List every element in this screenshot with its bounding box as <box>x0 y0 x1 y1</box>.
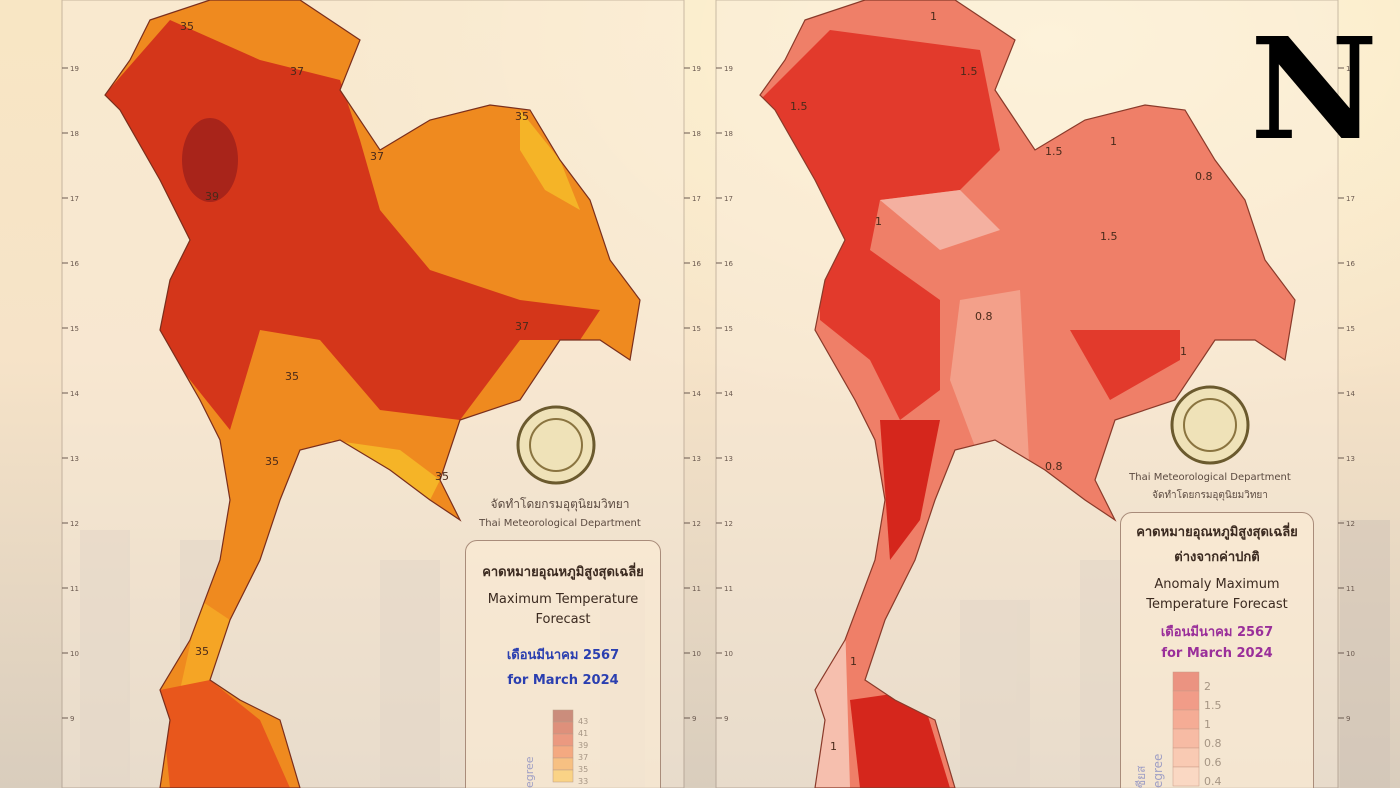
title-en: Anomaly Maximum <box>1154 577 1280 592</box>
lat-label: 19 <box>70 65 79 73</box>
lat-label: 9 <box>692 715 696 723</box>
lat-label: 17 <box>1346 195 1355 203</box>
contour-label: 0.8 <box>1195 170 1213 183</box>
lat-label: 11 <box>70 585 79 593</box>
contour-label: 39 <box>205 190 219 203</box>
title-th: คาดหมายอุณหภูมิสูงสุดเฉลี่ย <box>482 565 644 580</box>
lat-label: 19 <box>724 65 733 73</box>
lat-label: 13 <box>724 455 733 463</box>
brand-logo: N <box>1250 8 1378 172</box>
lat-label: 13 <box>1346 455 1355 463</box>
credit-th: จัดทำโดยกรมอุตุนิยมวิทยา <box>490 497 630 511</box>
lat-label: 9 <box>1346 715 1350 723</box>
contour-label: 35 <box>435 470 449 483</box>
lat-label: 15 <box>70 325 79 333</box>
contour-label: 37 <box>290 65 304 78</box>
lat-label: 15 <box>1346 325 1355 333</box>
lat-label: 17 <box>70 195 79 203</box>
contour-label: 35 <box>195 645 209 658</box>
contour-label: 35 <box>180 20 194 33</box>
lat-label: 17 <box>724 195 733 203</box>
contour-label: 1 <box>850 655 857 668</box>
lat-label: 16 <box>692 260 701 268</box>
month-en: for March 2024 <box>507 673 619 688</box>
lat-label: 14 <box>724 390 733 398</box>
lat-label: 18 <box>70 130 79 138</box>
contour-label: 37 <box>370 150 384 163</box>
lat-label: 16 <box>724 260 733 268</box>
lat-label: 13 <box>692 455 701 463</box>
lat-label: 14 <box>70 390 79 398</box>
contour-label: 35 <box>265 455 279 468</box>
lat-label: 16 <box>1346 260 1355 268</box>
contour-label: 35 <box>515 110 529 123</box>
contour-label: 1 <box>875 215 882 228</box>
credit-en: Thai Meteorological Department <box>479 518 641 529</box>
lat-label: 19 <box>1346 65 1355 73</box>
month-th: เดือนมีนาคม 2567 <box>1160 625 1274 640</box>
lat-label: 9 <box>70 715 74 723</box>
lat-label: 15 <box>692 325 701 333</box>
contour-label: 1 <box>930 10 937 23</box>
contour-label: 1.5 <box>790 100 808 113</box>
contour-label: 0.8 <box>1045 460 1063 473</box>
title-th: ต่างจากค่าปกติ <box>1174 550 1260 565</box>
seal <box>516 385 1250 485</box>
lat-label: 10 <box>724 650 733 658</box>
lat-label: 18 <box>692 130 701 138</box>
lat-label: 11 <box>724 585 733 593</box>
lat-label: 13 <box>70 455 79 463</box>
lat-label: 12 <box>724 520 733 528</box>
lat-label: 11 <box>692 585 701 593</box>
title-en: Maximum Temperature Forecast <box>487 592 639 627</box>
month-th: เดือนมีนาคม 2567 <box>506 648 620 663</box>
lat-label: 11 <box>1346 585 1355 593</box>
contour-label: 35 <box>285 370 299 383</box>
credit-en: Thai Meteorological Department <box>1129 472 1291 483</box>
contour-label: 1 <box>1180 345 1187 358</box>
contour-label: 37 <box>515 320 529 333</box>
lat-label: 10 <box>1346 650 1355 658</box>
contour-label: 0.8 <box>975 310 993 323</box>
credit-th: จัดทำโดยกรมอุตุนิยมวิทยา <box>1152 490 1268 501</box>
month-en: for March 2024 <box>1161 646 1273 661</box>
legend-box: คาดหมายอุณหภูมิสูงสุดเฉลี่ย Maximum Temp… <box>465 540 661 788</box>
lat-label: 10 <box>70 650 79 658</box>
lat-label: 10 <box>692 650 701 658</box>
contour-label: 1.5 <box>1045 145 1063 158</box>
contour-label: 1 <box>830 740 837 753</box>
lat-label: 14 <box>692 390 701 398</box>
lat-label: 12 <box>692 520 701 528</box>
lat-label: 18 <box>724 130 733 138</box>
contour-label: 1.5 <box>1100 230 1118 243</box>
lat-label: 19 <box>692 65 701 73</box>
lat-label: 12 <box>1346 520 1355 528</box>
lat-label: 9 <box>724 715 728 723</box>
title-en: Temperature Forecast <box>1146 597 1288 612</box>
lat-label: 14 <box>1346 390 1355 398</box>
lat-label: 18 <box>1346 130 1355 138</box>
legend-box: คาดหมายอุณหภูมิสูงสุดเฉลี่ย ต่างจากค่าปก… <box>1120 512 1314 788</box>
contour-label: 1.5 <box>960 65 978 78</box>
lat-label: 15 <box>724 325 733 333</box>
lat-label: 12 <box>70 520 79 528</box>
lat-label: 16 <box>70 260 79 268</box>
title-th: คาดหมายอุณหภูมิสูงสุดเฉลี่ย <box>1136 525 1298 540</box>
lat-label: 17 <box>692 195 701 203</box>
contour-label: 1 <box>1110 135 1117 148</box>
